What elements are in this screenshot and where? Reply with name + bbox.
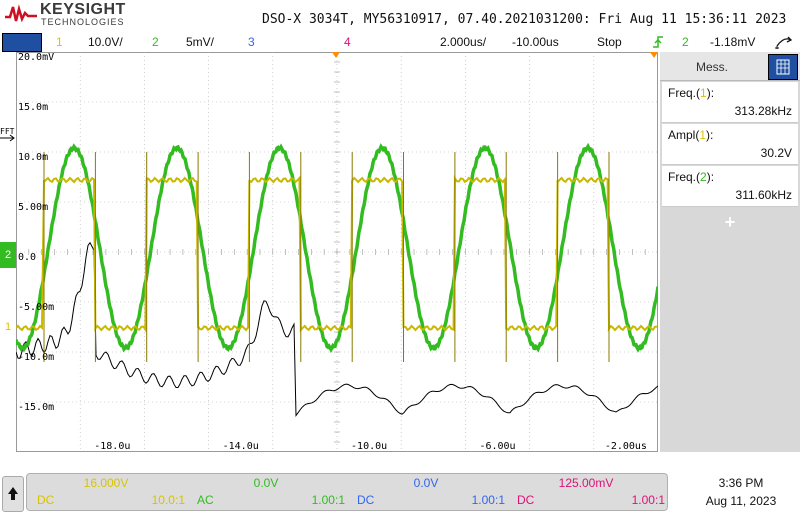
ch3-offset: 0.0V <box>413 476 439 490</box>
sidebar-header: Mess. <box>660 52 800 81</box>
trigger-edge-icon[interactable] <box>652 35 664 49</box>
ch2-settings[interactable]: 0.0V AC 1.00:1 <box>191 476 351 508</box>
ch1-number[interactable]: 1 <box>56 35 63 49</box>
x-axis-label: -18.0u <box>94 441 130 452</box>
measurement-source: 1 <box>699 128 707 142</box>
ch3-probe: 1.00:1 <box>471 493 505 507</box>
fft-marker[interactable]: FFT <box>0 127 14 136</box>
ch4-offset: 125.00mV <box>558 476 614 490</box>
fft-marker-label: FFT <box>0 127 15 136</box>
timebase-scale[interactable]: 2.000us/ <box>440 35 487 49</box>
measurement-item[interactable]: Freq.(2): 311.60kHz <box>662 166 798 207</box>
fft-arrow-icon <box>0 134 15 142</box>
ch1-settings[interactable]: 16.000V DC 10.0:1 <box>31 476 191 508</box>
x-axis-label: -10.0u <box>351 441 387 452</box>
clock-date: Aug 11, 2023 <box>705 494 777 508</box>
trigger-position-marker[interactable] <box>332 52 340 58</box>
y-axis-label: -15.0m <box>18 402 54 413</box>
instrument-title: DSO-X 3034T, MY56310917, 07.40.202103120… <box>262 12 787 27</box>
ch2-marker-label: 2 <box>4 249 12 261</box>
x-axis-label: -14.0u <box>223 441 259 452</box>
ch3-coupling: DC <box>357 493 375 507</box>
header-bar: KEYSIGHT TECHNOLOGIES DSO-X 3034T, MY563… <box>0 0 800 32</box>
ch2-trace <box>16 142 658 354</box>
run-state[interactable]: Stop <box>597 35 622 49</box>
ch4-number[interactable]: 4 <box>344 35 351 49</box>
ch2-number[interactable]: 2 <box>152 35 159 49</box>
y-axis-label: -10.0m <box>18 352 54 363</box>
ch1-marker-label: 1 <box>4 321 12 333</box>
channel-settings-panel[interactable]: 16.000V DC 10.0:1 0.0V AC 1.00:1 0.0V DC… <box>26 473 668 511</box>
fft-trace <box>16 241 658 417</box>
y-axis-label: 5.00m <box>18 202 48 213</box>
ch3-number[interactable]: 3 <box>248 35 255 49</box>
ch4-coupling: DC <box>517 493 535 507</box>
clock-time: 3:36 PM <box>718 476 764 490</box>
measurement-source: 2 <box>700 170 707 184</box>
measurement-value: 313.28kHz <box>734 104 792 118</box>
ch2-ground-marker[interactable]: 2 <box>0 242 16 268</box>
measurement-label: Ampl(1): <box>668 128 714 142</box>
measurement-label: Freq.(1): <box>668 86 715 100</box>
ch1-offset: 16.000V <box>83 476 129 490</box>
status-footer: 16.000V DC 10.0:1 0.0V AC 1.00:1 0.0V DC… <box>0 468 800 512</box>
ch4-probe: 1.00:1 <box>631 493 665 507</box>
ch1-coupling: DC <box>37 493 55 507</box>
brand-name: KEYSIGHT <box>40 1 126 18</box>
measurement-item[interactable]: Freq.(1): 313.28kHz <box>662 82 798 123</box>
ch2-scale[interactable]: 5mV/ <box>186 35 215 49</box>
y-axis-label: -5.00m <box>18 302 54 313</box>
x-axis-label: -2.00us <box>605 441 647 452</box>
ch1-trace <box>16 174 658 333</box>
ch1-scale[interactable]: 10.0V/ <box>88 35 123 49</box>
waveform-display[interactable]: 20.0mV 15.0m 10.0m 5.00m 0.0 -5.00m -10.0m -15.… <box>16 52 658 452</box>
measurement-sidebar: Mess. Freq.(1): 313.28kHz Ampl(1): 30.2V Fre… <box>660 52 800 452</box>
brand-subtitle: TECHNOLOGIES <box>41 17 125 27</box>
measurement-label: Freq.(2): <box>668 170 715 184</box>
measurement-item[interactable]: Ampl(1): 30.2V <box>662 124 798 165</box>
measurement-source: 1 <box>700 86 707 100</box>
ch1-ground-marker[interactable]: 1 <box>0 319 16 335</box>
ch4-settings[interactable]: 125.00mV DC 1.00:1 <box>511 476 671 508</box>
trigger-level[interactable]: -1.18mV <box>710 35 756 49</box>
ch1-probe: 10.0:1 <box>151 493 185 507</box>
y-axis-label: 20.0mV <box>18 52 54 63</box>
channel-bar: 1 10.0V/ 2 5mV/ 3 4 2.000us/ -10.00us St… <box>0 32 800 52</box>
y-axis-label: 15.0m <box>18 102 48 113</box>
ch2-coupling: AC <box>197 493 214 507</box>
x-axis-label: -6.00u <box>479 441 515 452</box>
y-axis-label: 10.0m <box>18 152 48 163</box>
measurement-value: 311.60kHz <box>735 188 792 202</box>
ch2-probe: 1.00:1 <box>311 493 345 507</box>
measurement-value: 30.2V <box>760 146 792 160</box>
home-button[interactable] <box>2 476 24 512</box>
delay-marker[interactable] <box>650 52 658 58</box>
ch2-offset: 0.0V <box>253 476 279 490</box>
ch3-settings[interactable]: 0.0V DC 1.00:1 <box>351 476 511 508</box>
touch-toggle-icon[interactable] <box>774 34 794 50</box>
ch1-ringing <box>43 152 610 362</box>
timebase-delay[interactable]: -10.00us <box>512 35 559 49</box>
trigger-source[interactable]: 2 <box>682 35 689 49</box>
up-arrow-icon <box>8 487 18 500</box>
sidebar-menu-button[interactable] <box>768 54 798 80</box>
y-axis-label: 0.0 <box>18 252 36 263</box>
grid-icon <box>776 59 790 75</box>
tab-measurements[interactable]: Mess. <box>695 60 728 74</box>
channel-menu-button[interactable] <box>2 33 42 52</box>
add-measurement-button[interactable]: + <box>724 212 736 232</box>
keysight-logo-icon <box>5 4 37 23</box>
